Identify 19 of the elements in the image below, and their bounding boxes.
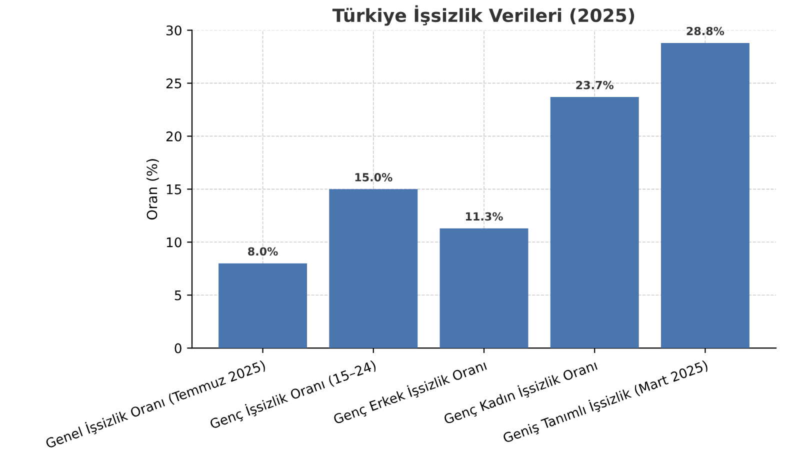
y-tick-label: 30 (166, 25, 182, 36)
y-tick-label: 15 (166, 184, 182, 194)
y-axis-title: Oran (%) (146, 159, 159, 220)
data-label: 11.3% (466, 212, 503, 221)
data-label: 23.7% (576, 80, 614, 90)
data-label: 8.0% (248, 247, 278, 256)
y-tick-label: 10 (166, 237, 182, 248)
y-tick-label: 20 (166, 131, 182, 142)
bar (329, 189, 418, 348)
bar (440, 228, 528, 348)
y-tick-label: 25 (166, 78, 182, 88)
chart-title: Türkiye İşsizlik Verileri (2025) (332, 5, 634, 26)
y-tick-label: 5 (174, 290, 182, 300)
bar (660, 42, 750, 348)
data-label: 15.0% (355, 173, 392, 182)
bar (218, 263, 308, 348)
y-tick-label: 0 (174, 343, 182, 354)
data-label: 28.8% (686, 26, 724, 36)
bar (550, 96, 639, 348)
